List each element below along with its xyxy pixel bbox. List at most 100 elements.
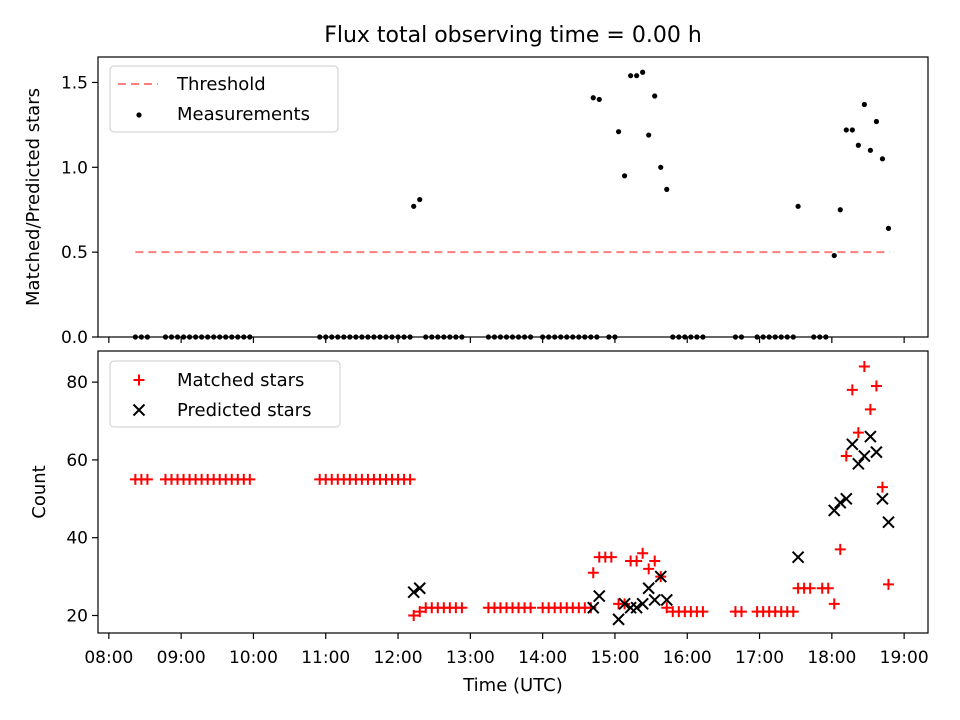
ratio-legend: Threshold Measurements xyxy=(109,65,339,133)
matched-star-point xyxy=(404,473,416,485)
matched-star-point xyxy=(631,555,643,567)
count-legend: Matched stars Predicted stars xyxy=(109,360,341,428)
matched-star-point xyxy=(244,473,256,485)
predicted-star-point xyxy=(413,582,426,595)
matched-star-point xyxy=(834,543,846,555)
matched-star-point xyxy=(587,567,599,579)
legend-box xyxy=(109,65,339,133)
measurement-point xyxy=(590,95,596,101)
matched-star-point xyxy=(408,609,420,621)
count-panel: 08:00 09:00 10:00 11:00 12:00 13:00 14:00 15:00… xyxy=(29,350,929,696)
measurement-point xyxy=(652,93,658,99)
predicted-star-point xyxy=(648,593,661,607)
measurement-point xyxy=(861,101,867,108)
matched-star-point xyxy=(649,555,661,567)
matched-star-point xyxy=(870,380,882,392)
x-tick-label: 11:00 xyxy=(301,648,350,668)
measurement-point xyxy=(885,225,892,231)
x-axis-label: Time (UTC) xyxy=(462,675,563,696)
predicted-star-point xyxy=(852,457,865,471)
x-tick-label: 18:00 xyxy=(807,648,856,668)
x-tick-label: 15:00 xyxy=(590,648,639,668)
predicted-star-point xyxy=(587,601,600,614)
count-panel-axes: 08:00 09:00 10:00 11:00 12:00 13:00 14:00 15:00… xyxy=(66,373,928,668)
matched-star-point xyxy=(735,606,747,618)
legend-threshold-label: Threshold xyxy=(176,74,266,95)
matched-star-point xyxy=(864,403,876,415)
measurement-point xyxy=(411,203,417,209)
x-tick-label: 09:00 xyxy=(157,648,206,668)
ratio-y-tick-label: 0.0 xyxy=(61,328,88,348)
ratio-y-tick-label: 1.0 xyxy=(61,158,88,178)
count-points xyxy=(129,361,895,626)
x-tick-label: 17:00 xyxy=(735,648,784,668)
measurement-point xyxy=(855,142,861,148)
measurement-point xyxy=(634,73,640,79)
matched-star-point xyxy=(822,582,834,594)
predicted-star-point xyxy=(660,593,673,607)
legend-box xyxy=(109,360,341,428)
predicted-star-point xyxy=(407,585,420,599)
matched-star-point xyxy=(605,551,617,563)
measurement-point xyxy=(628,73,634,79)
matched-star-point xyxy=(525,602,537,614)
legend-matched-swatch xyxy=(133,374,145,386)
x-tick-label: 14:00 xyxy=(518,648,567,668)
predicted-star-point xyxy=(791,550,805,564)
count-panel-frame xyxy=(97,350,929,634)
matched-star-point xyxy=(858,361,870,373)
count-y-tick-label: 80 xyxy=(66,373,88,393)
measurement-point xyxy=(417,196,423,203)
predicted-star-point xyxy=(642,582,655,595)
ratio-panel-axes: 0.0 0.5 1.0 1.5 xyxy=(61,73,905,348)
measurement-point xyxy=(879,156,886,162)
measurement-point xyxy=(831,252,837,259)
measurement-point xyxy=(646,132,652,138)
predicted-star-point xyxy=(593,589,606,603)
predicted-star-point xyxy=(654,570,667,583)
predicted-star-point xyxy=(618,597,631,611)
matched-star-point xyxy=(846,384,858,396)
measurement-point xyxy=(615,129,622,135)
matched-star-point xyxy=(456,602,468,614)
legend-matched-label: Matched stars xyxy=(177,370,304,391)
matched-star-point xyxy=(840,450,852,462)
x-tick-label: 13:00 xyxy=(446,648,495,668)
predicted-star-point xyxy=(636,597,649,611)
predicted-star-point xyxy=(864,430,877,443)
count-y-tick-label: 40 xyxy=(66,529,88,549)
predicted-star-point xyxy=(858,449,871,463)
matched-star-point xyxy=(876,481,888,493)
measurement-point xyxy=(873,118,880,125)
measurement-point xyxy=(621,173,628,179)
matched-star-point xyxy=(882,578,894,590)
predicted-star-point xyxy=(834,496,847,509)
predicted-star-point xyxy=(612,613,625,626)
ratio-panel-frame xyxy=(97,56,929,338)
matched-star-point xyxy=(804,582,816,594)
count-y-tick-label: 20 xyxy=(66,606,88,626)
measurement-point xyxy=(658,164,664,170)
x-tick-label: 08:00 xyxy=(84,648,133,668)
matched-star-point xyxy=(828,598,840,610)
ratio-y-tick-label: 0.5 xyxy=(61,243,88,263)
x-tick-label: 10:00 xyxy=(229,648,278,668)
measurement-point xyxy=(664,186,670,192)
legend-predicted-swatch xyxy=(132,403,146,417)
predicted-star-point xyxy=(630,601,643,614)
measurement-point xyxy=(795,203,801,209)
matched-star-point xyxy=(414,606,426,618)
legend-measurements-swatch xyxy=(136,112,142,118)
predicted-star-point xyxy=(828,504,841,517)
matched-star-point xyxy=(697,606,709,618)
matched-star-point xyxy=(637,547,649,559)
matched-star-point xyxy=(661,602,673,614)
measurement-point xyxy=(867,147,874,153)
matched-star-point xyxy=(787,606,799,618)
measurement-point xyxy=(843,127,849,133)
predicted-star-point xyxy=(846,438,859,451)
matched-star-point xyxy=(643,563,655,575)
count-y-axis-label: Count xyxy=(29,465,50,518)
legend-measurements-label: Measurements xyxy=(177,104,310,125)
